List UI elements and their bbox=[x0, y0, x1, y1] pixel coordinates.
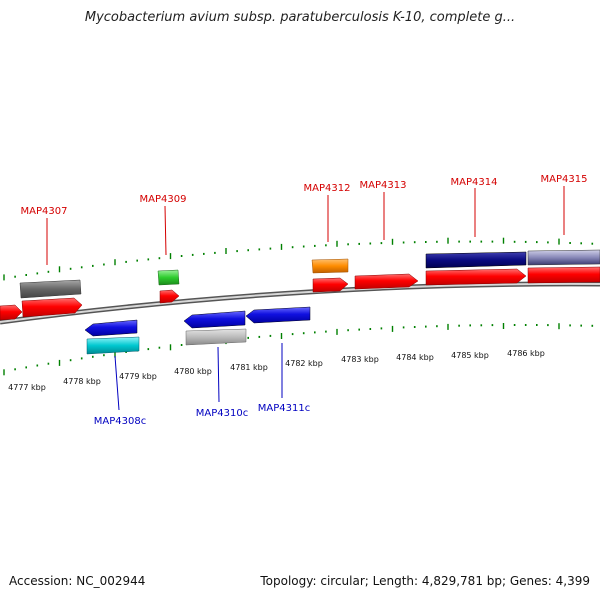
kbp-scale-labels: 4777 kbp 4778 kbp 4779 kbp 4780 kbp 4781… bbox=[8, 349, 545, 392]
gene-label-map4307[interactable]: MAP4307 bbox=[21, 206, 68, 217]
feature-gray-map4307[interactable] bbox=[19, 279, 82, 299]
cds-forward-arrow[interactable] bbox=[0, 304, 23, 321]
kbp-label-4778: 4778 kbp bbox=[63, 377, 101, 386]
gene-label-map4308c[interactable]: MAP4308c bbox=[94, 416, 146, 427]
cds-map4308c-arrow[interactable] bbox=[84, 319, 138, 337]
gene-label-map4314[interactable]: MAP4314 bbox=[451, 177, 498, 188]
kbp-label-4783: 4783 kbp bbox=[341, 355, 379, 364]
accession-text: Accession: NC_002944 bbox=[9, 574, 146, 588]
cds-map4310c-arrow[interactable] bbox=[183, 310, 246, 329]
backbone-line bbox=[0, 282, 600, 323]
feature-orange-map4312[interactable] bbox=[311, 258, 349, 274]
gene-label-map4311c[interactable]: MAP4311c bbox=[258, 403, 310, 414]
cds-map4307-arrow[interactable] bbox=[21, 297, 83, 318]
cds-map4309-arrow[interactable] bbox=[159, 289, 180, 304]
forward-tick-ruler bbox=[3, 237, 594, 281]
feature-lightgray-map4310c[interactable] bbox=[185, 328, 247, 346]
kbp-label-4780: 4780 kbp bbox=[174, 367, 212, 376]
kbp-label-4785: 4785 kbp bbox=[451, 351, 489, 360]
kbp-label-4782: 4782 kbp bbox=[285, 359, 323, 368]
feature-slate-map4315[interactable] bbox=[527, 249, 600, 266]
cds-map4312-arrow[interactable] bbox=[312, 277, 349, 293]
kbp-label-4779: 4779 kbp bbox=[119, 372, 157, 381]
topology-text: Topology: circular; Length: 4,829,781 bp… bbox=[260, 574, 590, 588]
cds-map4311c-arrow[interactable] bbox=[245, 306, 311, 324]
forward-gene-labels: MAP4307 MAP4309 MAP4312 MAP4313 MAP4314 … bbox=[21, 174, 588, 265]
kbp-label-4786: 4786 kbp bbox=[507, 349, 545, 358]
feature-green-map4309[interactable] bbox=[157, 269, 180, 286]
kbp-label-4777: 4777 kbp bbox=[8, 383, 46, 392]
reverse-gene-labels: MAP4308c MAP4310c MAP4311c bbox=[94, 343, 310, 427]
gene-label-map4315[interactable]: MAP4315 bbox=[541, 174, 588, 185]
feature-cyan-map4308c[interactable] bbox=[86, 336, 140, 355]
gene-label-map4309[interactable]: MAP4309 bbox=[140, 194, 187, 205]
feature-navy-map4314[interactable] bbox=[425, 251, 527, 269]
cds-map4314-arrow[interactable] bbox=[425, 268, 527, 286]
gene-label-map4310c[interactable]: MAP4310c bbox=[196, 408, 248, 419]
kbp-label-4784: 4784 kbp bbox=[396, 353, 434, 362]
map-title: Mycobacterium avium subsp. paratuberculo… bbox=[84, 10, 516, 25]
gene-label-map4313[interactable]: MAP4313 bbox=[360, 180, 407, 191]
gene-label-map4312[interactable]: MAP4312 bbox=[304, 183, 351, 194]
cds-map4313-arrow[interactable] bbox=[354, 273, 419, 290]
kbp-label-4781: 4781 kbp bbox=[230, 363, 268, 372]
cds-map4315-arrow[interactable] bbox=[527, 266, 600, 284]
